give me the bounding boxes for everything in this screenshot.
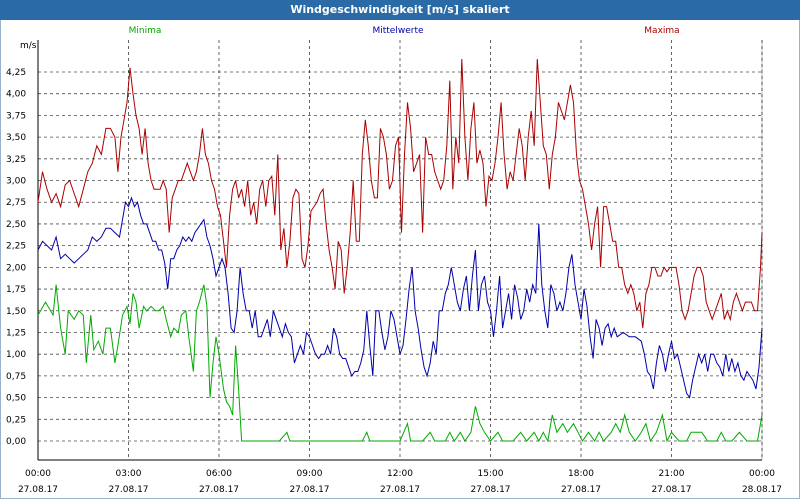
x-tick-date: 27.08.17 [651, 485, 691, 495]
y-tick-label: 1,25 [6, 328, 26, 338]
y-tick-label: 0,75 [6, 372, 26, 382]
x-tick-date: 28.08.17 [742, 485, 782, 495]
x-tick-time: 09:00 [297, 469, 323, 479]
x-tick-time: 00:00 [749, 469, 775, 479]
y-tick-label: 3,25 [6, 155, 26, 165]
series-line-maxima [37, 58, 763, 329]
y-tick-label: 3,50 [6, 133, 26, 143]
y-tick-label: 1,00 [6, 350, 26, 360]
x-tick-time: 18:00 [568, 469, 594, 479]
series-line-minima [37, 284, 763, 443]
y-tick-label: 2,25 [6, 242, 26, 252]
y-tick-label: 0,25 [6, 415, 26, 425]
x-tick-date: 27.08.17 [108, 485, 148, 495]
chart-title: Windgeschwindigkeit [m/s] skaliert [0, 0, 800, 20]
series-lines [37, 58, 763, 443]
x-tick-time: 21:00 [659, 469, 685, 479]
x-tick-date: 27.08.17 [289, 485, 329, 495]
y-tick-label: 4,00 [6, 90, 26, 100]
x-tick-time: 03:00 [116, 469, 142, 479]
y-tick-label: 3,75 [6, 111, 26, 121]
y-tick-label: 4,25 [6, 68, 26, 78]
y-tick-label: 2,75 [6, 198, 26, 208]
series-line-mittelwerte [37, 196, 763, 399]
y-tick-label: 1,50 [6, 307, 26, 317]
x-tick-time: 15:00 [478, 469, 504, 479]
x-tick-time: 06:00 [206, 469, 232, 479]
tick-labels: 0,00 0,25 0,50 0,75 1,00 1,25 1,50 1,75 2,00 2,25… [6, 41, 782, 495]
legend-item-mittelwerte: Mittelwerte [372, 26, 423, 36]
y-tick-label: 2,00 [6, 263, 26, 273]
x-tick-time: 00:00 [25, 469, 51, 479]
x-tick-date: 27.08.17 [561, 485, 601, 495]
x-tick-date: 27.08.17 [199, 485, 239, 495]
y-tick-label: 0,50 [6, 394, 26, 404]
x-tick-time: 12:00 [387, 469, 413, 479]
x-tick-date: 27.08.17 [470, 485, 510, 495]
y-tick-label: 2,50 [6, 220, 26, 230]
y-tick-label: 3,00 [6, 177, 26, 187]
y-tick-label: 0,00 [6, 437, 26, 447]
y-axis-label: m/s [20, 41, 37, 51]
y-tick-label: 1,75 [6, 285, 26, 295]
x-tick-date: 27.08.17 [380, 485, 420, 495]
legend: Minima Mittelwerte Maxima [129, 26, 680, 36]
legend-item-maxima: Maxima [644, 26, 679, 36]
legend-item-minima: Minima [129, 26, 162, 36]
x-tick-date: 27.08.17 [18, 485, 58, 495]
grid-lines [37, 40, 763, 460]
